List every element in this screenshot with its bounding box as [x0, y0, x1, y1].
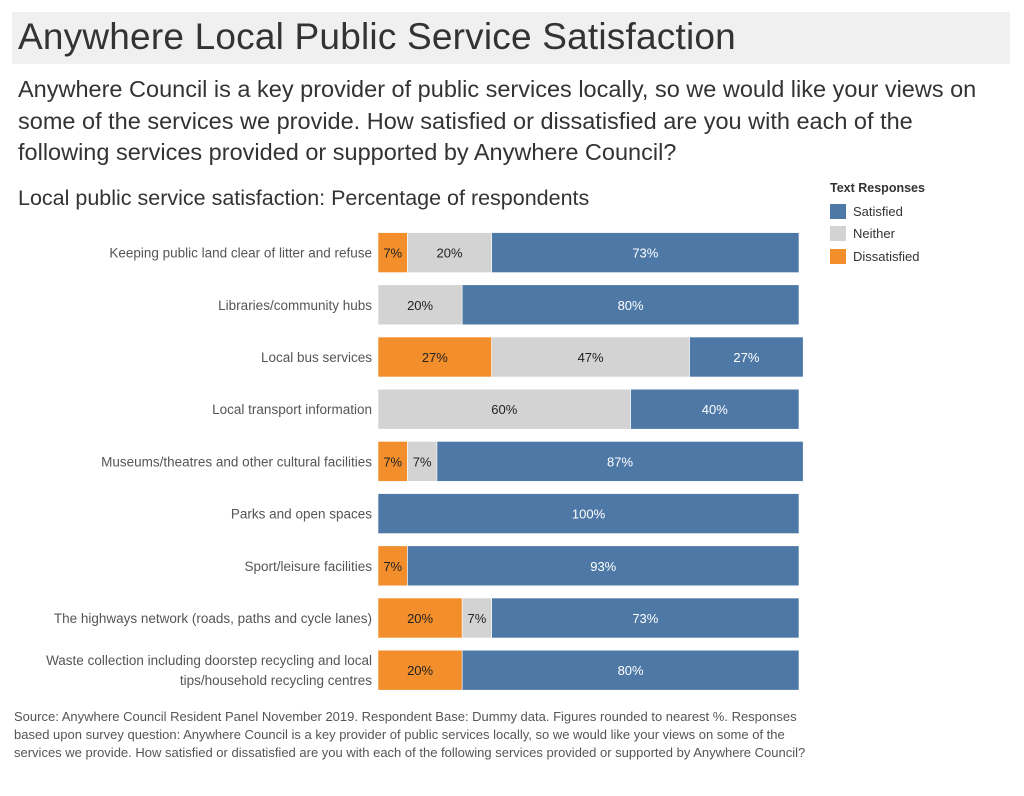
data-label-satisfied: 80%: [618, 663, 644, 678]
data-label-dissatisfied: 7%: [383, 559, 402, 574]
legend-label-dissatisfied: Dissatisfied: [853, 248, 920, 264]
data-label-dissatisfied: 7%: [383, 246, 402, 261]
category-label: Local transport information: [212, 402, 372, 417]
stacked-bar-chart: Keeping public land clear of litter and …: [46, 232, 804, 691]
bar-segment-neither[interactable]: [491, 336, 690, 378]
category-label: Local bus services: [261, 350, 372, 365]
data-label-dissatisfied: 7%: [383, 454, 402, 469]
bar-segment-dissatisfied[interactable]: [377, 441, 408, 482]
data-label-satisfied: 100%: [572, 507, 606, 522]
bar-segment-neither[interactable]: [407, 441, 438, 482]
data-label-neither: 20%: [407, 298, 433, 313]
survey-question: Anywhere Council is a key provider of pu…: [18, 76, 977, 165]
data-label-satisfied: 87%: [607, 454, 633, 469]
category-label: Sport/leisure facilities: [244, 559, 372, 574]
bar-segment-neither[interactable]: [461, 597, 492, 639]
legend-label-neither: Neither: [853, 226, 895, 242]
legend: Text Responses Satisfied Neither Dissati…: [830, 181, 925, 268]
data-label-dissatisfied: 20%: [407, 611, 433, 626]
data-label-satisfied: 73%: [632, 246, 658, 261]
category-label: Keeping public land clear of litter and …: [109, 246, 372, 261]
bar-segment-satisfied[interactable]: [461, 284, 800, 326]
data-label-neither: 47%: [578, 350, 604, 365]
legend-item-dissatisfied[interactable]: Dissatisfied: [830, 245, 925, 268]
bar-segment-satisfied[interactable]: [630, 388, 800, 430]
source-footnote: Source: Anywhere Council Resident Panel …: [14, 709, 806, 760]
bar-segment-neither[interactable]: [377, 388, 631, 430]
category-label: Waste collection including doorstep recy…: [46, 653, 372, 688]
data-label-neither: 7%: [413, 454, 432, 469]
legend-swatch-neither: [830, 226, 846, 242]
category-label: Museums/theatres and other cultural faci…: [101, 454, 372, 469]
bar-segment-dissatisfied[interactable]: [377, 597, 463, 639]
legend-swatch-dissatisfied: [830, 248, 846, 264]
page-title: Anywhere Local Public Service Satisfacti…: [18, 16, 736, 57]
data-label-satisfied: 93%: [590, 559, 616, 574]
data-label-neither: 20%: [437, 246, 463, 261]
data-label-satisfied: 80%: [618, 298, 644, 313]
bar-segment-satisfied[interactable]: [689, 336, 804, 378]
data-label-satisfied: 73%: [632, 611, 658, 626]
data-label-dissatisfied: 27%: [422, 350, 448, 365]
data-label-neither: 60%: [491, 402, 517, 417]
legend-title: Text Responses: [830, 181, 925, 195]
bar-segment-dissatisfied[interactable]: [377, 232, 408, 273]
bar-segment-neither[interactable]: [377, 284, 463, 326]
bar-segment-dissatisfied[interactable]: [377, 545, 408, 587]
bar-segment-satisfied[interactable]: [377, 493, 800, 534]
bar-segment-satisfied[interactable]: [491, 232, 800, 273]
bar-segment-satisfied[interactable]: [436, 441, 804, 482]
legend-swatch-satisfied: [830, 203, 846, 219]
title-band: [12, 12, 1010, 64]
bar-segment-neither[interactable]: [407, 232, 492, 273]
bar-segment-dissatisfied[interactable]: [377, 336, 492, 378]
legend-label-satisfied: Satisfied: [853, 203, 903, 219]
category-label: Libraries/community hubs: [218, 298, 372, 313]
bar-segment-satisfied[interactable]: [491, 597, 800, 639]
bar-segment-satisfied[interactable]: [407, 545, 800, 587]
legend-item-satisfied[interactable]: Satisfied: [830, 200, 925, 223]
data-label-satisfied: 27%: [733, 350, 759, 365]
data-label-neither: 7%: [468, 611, 487, 626]
chart-title: Local public service satisfaction: Perce…: [18, 186, 590, 210]
data-label-dissatisfied: 20%: [407, 663, 433, 678]
legend-item-neither[interactable]: Neither: [830, 223, 925, 246]
category-label: The highways network (roads, paths and c…: [54, 611, 372, 626]
category-label: Parks and open spaces: [231, 507, 372, 522]
bar-segment-satisfied[interactable]: [461, 649, 800, 691]
data-label-satisfied: 40%: [702, 402, 728, 417]
bar-segment-dissatisfied[interactable]: [377, 649, 463, 691]
